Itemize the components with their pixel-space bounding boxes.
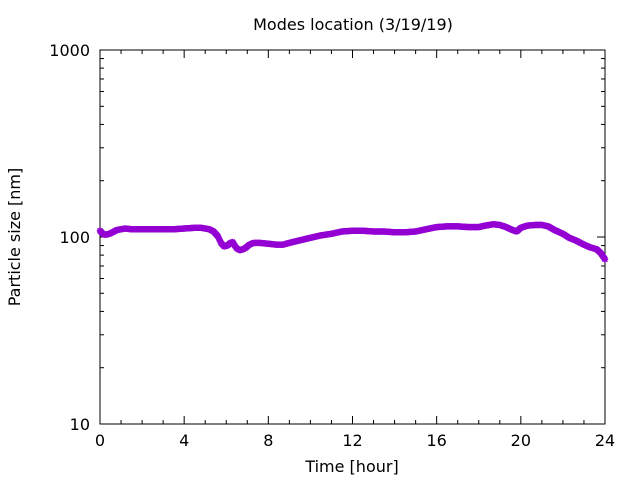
y-axis-label: Particle size [nm] [5, 168, 24, 307]
plot-frame [99, 49, 606, 425]
x-tick-label: 0 [95, 431, 105, 450]
x-tick-label: 8 [263, 431, 273, 450]
data-point [601, 256, 609, 263]
x-tick-label: 16 [426, 431, 446, 450]
y-tick-label: 1000 [49, 41, 90, 60]
x-tick-label: 20 [511, 431, 531, 450]
x-tick-label: 24 [595, 431, 615, 450]
y-tick-label: 10 [70, 415, 90, 434]
y-axis: 10 100 1000 [49, 41, 605, 434]
x-tick-label: 4 [179, 431, 189, 450]
x-tick-label: 12 [342, 431, 362, 450]
minor-ticks [100, 50, 605, 424]
y-tick-label: 100 [59, 228, 90, 247]
x-axis: 0 4 8 12 16 20 24 [95, 50, 615, 450]
chart-title: Modes location (3/19/19) [253, 15, 453, 34]
data-series [96, 221, 609, 263]
x-axis-label: Time [hour] [304, 457, 398, 476]
